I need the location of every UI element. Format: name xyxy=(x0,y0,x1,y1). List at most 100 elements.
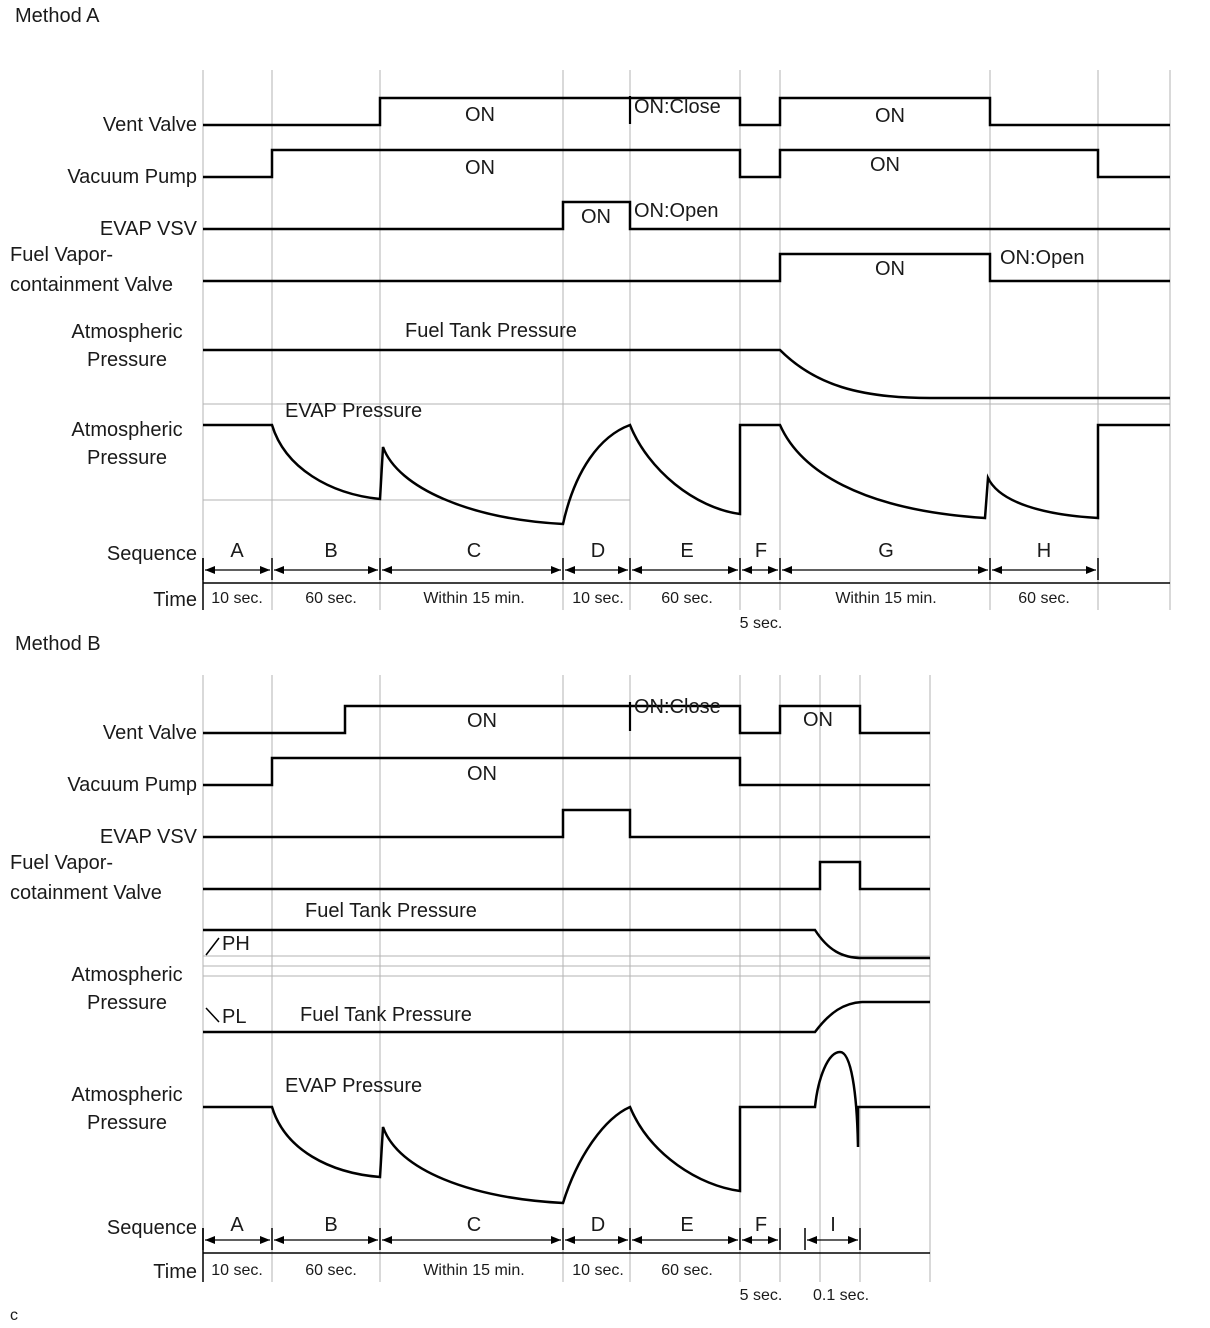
method-b-time-d: 10 sec. xyxy=(572,1262,624,1279)
method-a-seq-e: E xyxy=(680,540,693,562)
method-a-pump-on-2: ON xyxy=(870,154,900,176)
method-b-fvcv-waveform xyxy=(203,860,930,891)
method-b-time-a: 10 sec. xyxy=(211,1262,263,1279)
method-a-label-vacuum-pump: Vacuum Pump xyxy=(67,166,197,188)
method-b-label-fvcv-line1: Fuel Vapor- xyxy=(10,852,113,874)
method-b-time-f-below: 5 sec. xyxy=(740,1287,783,1304)
method-b-title: Method B xyxy=(15,633,101,655)
method-a-evap-pressure-label: EVAP Pressure xyxy=(285,400,422,422)
method-a-label-fvcv-line1: Fuel Vapor- xyxy=(10,244,113,266)
method-b-pl-pointer xyxy=(205,1007,220,1023)
method-b-fuel-tank-pressure-lower-trace xyxy=(203,1000,930,1034)
method-a-time-e: 60 sec. xyxy=(661,590,713,607)
method-b-label-vent-valve: Vent Valve xyxy=(103,722,197,744)
method-a-vent-on-2: ON xyxy=(875,105,905,127)
method-a-time-d: 10 sec. xyxy=(572,590,624,607)
method-a-pump-on-1: ON xyxy=(465,157,495,179)
method-a-seq-d: D xyxy=(591,540,605,562)
method-a-fvcv-on: ON xyxy=(875,258,905,280)
method-b-ph-pointer xyxy=(205,937,220,956)
method-a-fuel-tank-pressure-label: Fuel Tank Pressure xyxy=(405,320,577,342)
method-b-grid-horizontals xyxy=(203,955,930,977)
method-a-label-vent-valve: Vent Valve xyxy=(103,114,197,136)
method-a-vent-on-close: ON:Close xyxy=(634,96,721,118)
method-b-label-ph: PH xyxy=(222,933,250,955)
method-b-seq-e: E xyxy=(680,1214,693,1236)
method-a-seq-f: F xyxy=(755,540,767,562)
method-a-seq-a: A xyxy=(230,540,244,562)
method-b-seq-c: C xyxy=(467,1214,481,1236)
method-b-seq-d: D xyxy=(591,1214,605,1236)
method-a-vsv-on: ON xyxy=(581,206,611,228)
method-b-pump-on: ON xyxy=(467,763,497,785)
method-b-vent-on-1: ON xyxy=(467,710,497,732)
method-a-label-atmospheric-1a: Atmospheric xyxy=(71,321,182,343)
method-b-seq-a: A xyxy=(230,1214,244,1236)
method-a-time-b: 60 sec. xyxy=(305,590,357,607)
method-b-time-c: Within 15 min. xyxy=(423,1262,524,1279)
method-b-time-i-below: 0.1 sec. xyxy=(813,1287,869,1304)
method-b-vacuum-pump-waveform xyxy=(203,756,930,787)
method-a-time-g: Within 15 min. xyxy=(835,590,936,607)
method-a-time-a: 10 sec. xyxy=(211,590,263,607)
method-a-label-atmospheric-1b: Pressure xyxy=(87,349,167,371)
method-b-label-atmospheric-2b: Pressure xyxy=(87,1112,167,1134)
method-b-label-vacuum-pump: Vacuum Pump xyxy=(67,774,197,796)
method-b-label-sequence: Sequence xyxy=(107,1217,197,1239)
method-b-time-b: 60 sec. xyxy=(305,1262,357,1279)
method-a-vacuum-pump-waveform xyxy=(203,148,1170,179)
method-b-fuel-tank-pressure-upper-label: Fuel Tank Pressure xyxy=(305,900,477,922)
method-a-label-atmospheric-2a: Atmospheric xyxy=(71,419,182,441)
method-b-seq-i: I xyxy=(830,1214,836,1236)
method-a-label-fvcv-line2: containment Valve xyxy=(10,274,173,296)
method-b-evap-vsv-waveform xyxy=(203,808,930,839)
method-a-time-c: Within 15 min. xyxy=(423,590,524,607)
method-a-seq-h: H xyxy=(1037,540,1051,562)
method-a-seq-b: B xyxy=(324,540,337,562)
method-a-evap-vsv-waveform xyxy=(203,200,1170,231)
method-a-evap-pressure-trace xyxy=(203,423,1170,526)
method-a-time-h: 60 sec. xyxy=(1018,590,1070,607)
method-a-seq-c: C xyxy=(467,540,481,562)
method-b-diagram: Method B Vent Valve Vacuum Pump EVAP VSV… xyxy=(10,633,931,1304)
method-b-time-separator xyxy=(202,1228,930,1282)
method-a-label-time: Time xyxy=(153,589,197,611)
method-a-diagram: Method A Vent Valve Vacuum Pump EVAP VSV… xyxy=(10,5,1171,632)
footnote: c xyxy=(10,1307,18,1324)
method-a-label-evap-vsv: EVAP VSV xyxy=(100,218,198,240)
method-b-fuel-tank-pressure-lower-label: Fuel Tank Pressure xyxy=(300,1004,472,1026)
method-b-label-time: Time xyxy=(153,1261,197,1283)
method-a-grid-verticals xyxy=(202,70,1171,610)
method-b-vent-valve-waveform xyxy=(203,704,930,735)
method-b-fuel-tank-pressure-upper-trace xyxy=(203,928,930,960)
method-a-vent-on-1: ON xyxy=(465,104,495,126)
method-b-vent-on-close: ON:Close xyxy=(634,696,721,718)
method-b-grid-verticals xyxy=(202,675,931,1282)
method-a-vsv-on-open: ON:Open xyxy=(634,200,718,222)
method-a-time-f-below: 5 sec. xyxy=(740,615,783,632)
method-b-evap-pressure-label: EVAP Pressure xyxy=(285,1075,422,1097)
method-a-seq-g: G xyxy=(878,540,894,562)
method-a-title: Method A xyxy=(15,5,100,27)
method-a-vent-valve-waveform xyxy=(203,96,1170,127)
method-b-seq-f: F xyxy=(755,1214,767,1236)
method-b-vent-on-2: ON xyxy=(803,709,833,731)
method-b-label-atmospheric-1a: Atmospheric xyxy=(71,964,182,986)
method-a-fvcv-on-open: ON:Open xyxy=(1000,247,1084,269)
method-b-label-evap-vsv: EVAP VSV xyxy=(100,826,198,848)
method-a-time-separator xyxy=(202,558,1170,610)
method-a-grid-horizontals xyxy=(203,403,1170,501)
method-a-label-atmospheric-2b: Pressure xyxy=(87,447,167,469)
method-b-label-atmospheric-2a: Atmospheric xyxy=(71,1084,182,1106)
method-b-label-pl: PL xyxy=(222,1006,246,1028)
method-b-time-e: 60 sec. xyxy=(661,1262,713,1279)
method-b-label-fvcv-line2: cotainment Valve xyxy=(10,882,162,904)
method-a-fvcv-waveform xyxy=(203,252,1170,283)
method-a-label-sequence: Sequence xyxy=(107,543,197,565)
method-b-seq-b: B xyxy=(324,1214,337,1236)
method-b-evap-pressure-trace xyxy=(203,1050,930,1205)
method-a-fuel-tank-pressure-trace xyxy=(203,348,1170,400)
method-b-label-atmospheric-1b: Pressure xyxy=(87,992,167,1014)
